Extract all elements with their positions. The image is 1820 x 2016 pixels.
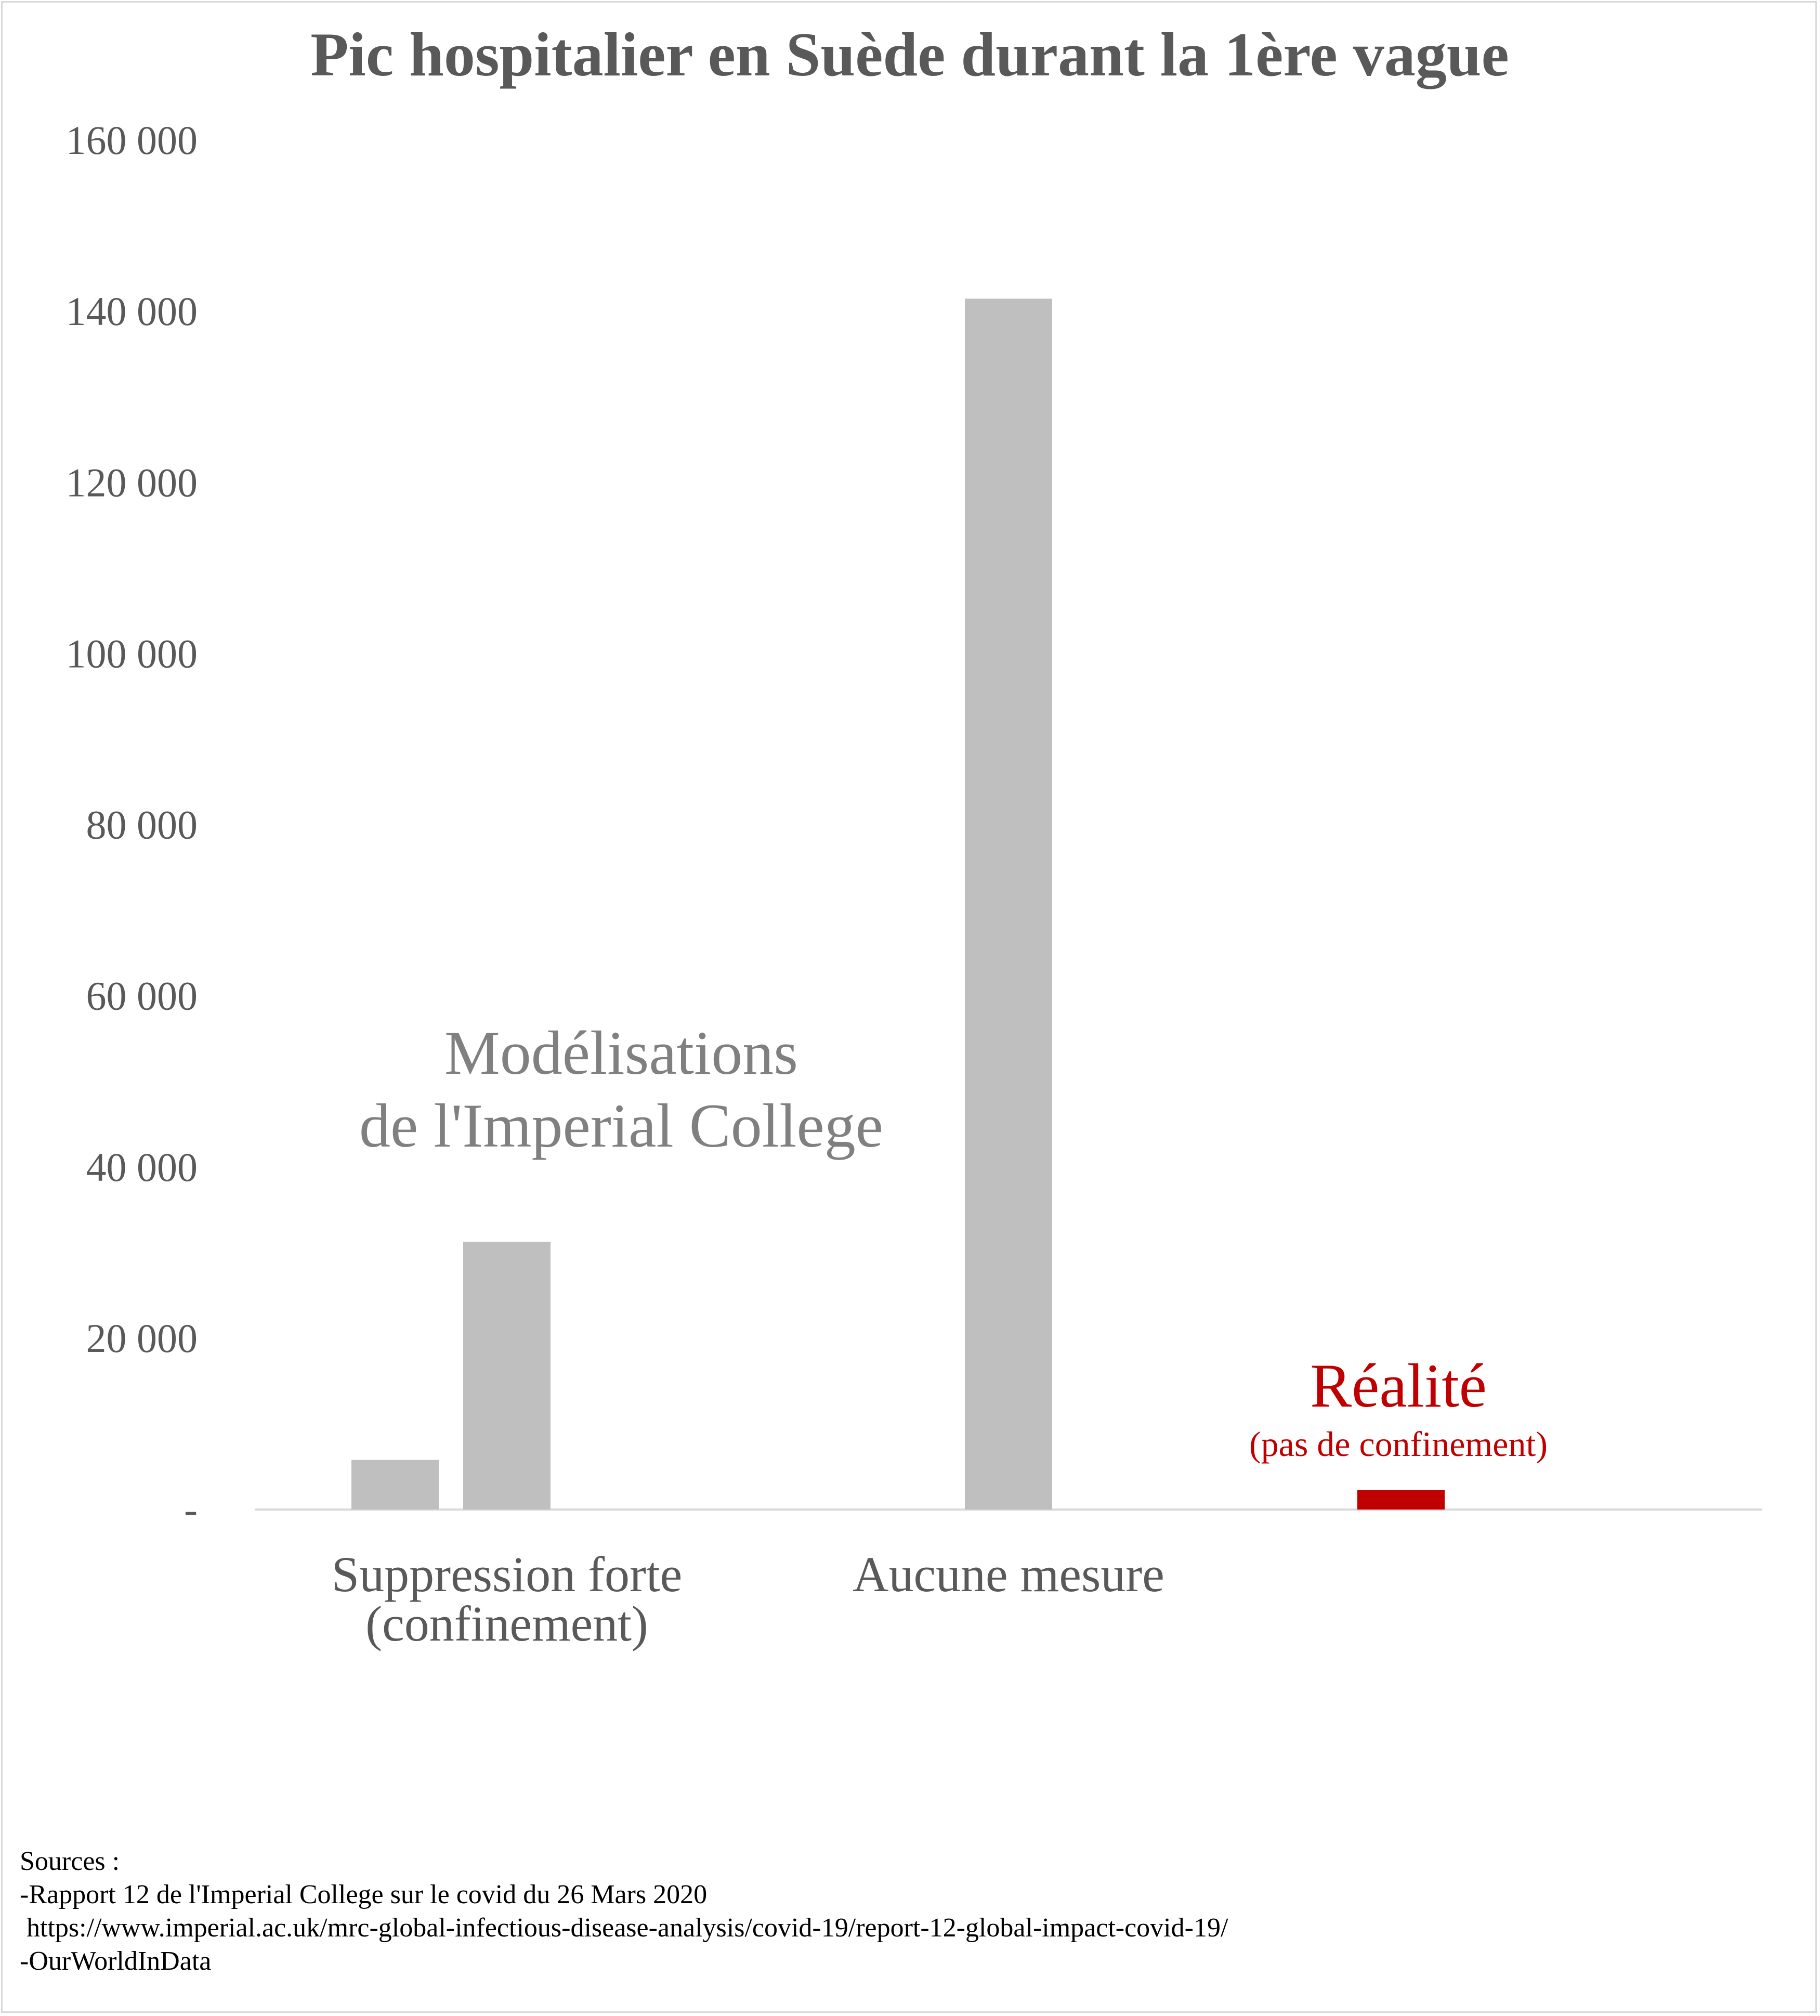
bar-1 <box>351 1460 439 1510</box>
reality-annotation: Réalité <box>1310 1351 1487 1420</box>
y-tick-label: 80 000 <box>86 802 198 848</box>
x-category-label: Suppression forte <box>332 1546 683 1602</box>
x-category-label: Aucune mesure <box>853 1546 1164 1602</box>
sources-block: Sources : -Rapport 12 de l'Imperial Coll… <box>20 1845 1228 1978</box>
y-tick-label: 120 000 <box>66 460 198 505</box>
x-category-label: (confinement) <box>365 1596 648 1651</box>
sources-heading: Sources : <box>20 1846 120 1876</box>
y-tick-label: 20 000 <box>86 1316 198 1361</box>
chart-title: Pic hospitalier en Suède durant la 1ère … <box>310 20 1509 89</box>
bar-2 <box>463 1241 551 1510</box>
source-line-1: -Rapport 12 de l'Imperial College sur le… <box>20 1880 708 1909</box>
y-tick-label: 60 000 <box>86 973 198 1019</box>
y-tick-label: 40 000 <box>86 1144 198 1190</box>
y-tick-label: 160 000 <box>66 118 198 163</box>
bar-4 <box>1357 1490 1445 1510</box>
imperial-college-annotation: de l'Imperial College <box>359 1091 883 1160</box>
reality-subannotation: (pas de confinement) <box>1249 1424 1548 1464</box>
bar-3 <box>965 298 1052 1510</box>
imperial-college-annotation: Modélisations <box>444 1018 798 1087</box>
y-tick-label: - <box>184 1487 198 1532</box>
y-tick-label: 100 000 <box>66 631 198 676</box>
source-line-2: https://www.imperial.ac.uk/mrc-global-in… <box>20 1913 1228 1943</box>
y-tick-label: 140 000 <box>66 289 198 334</box>
source-line-3: -OurWorldInData <box>20 1946 212 1976</box>
